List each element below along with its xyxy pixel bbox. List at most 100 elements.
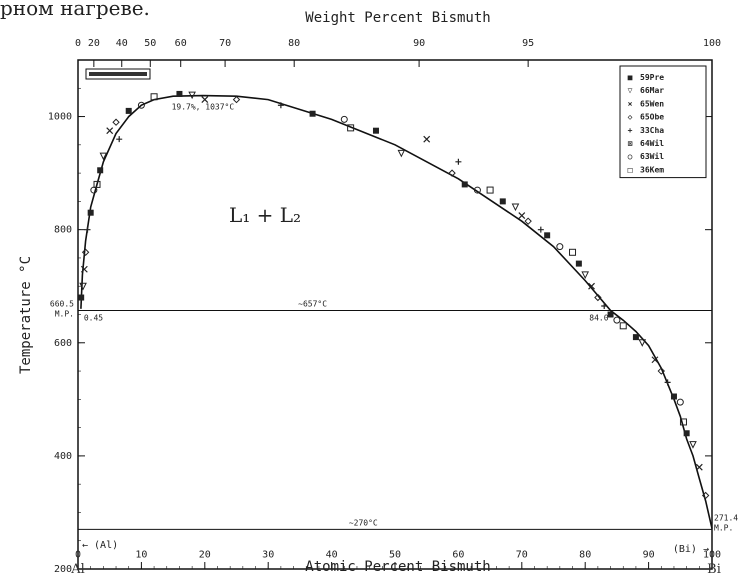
data-point [461, 181, 468, 188]
legend-symbol: ■ [628, 73, 633, 82]
data-point [607, 311, 614, 318]
al-mp-value: 660.5 [50, 300, 74, 309]
legend-symbol: □ [628, 165, 633, 174]
x-tick-label: 100 [703, 550, 721, 561]
data-point [657, 367, 665, 375]
data-point [594, 293, 602, 302]
annotations: ~657°C 0.45 84.0 ~270°C 19.7%, 1037°C 660.5 M.… [50, 68, 738, 533]
bi-mp-value: 271.4 [714, 514, 738, 523]
data-point [188, 91, 196, 100]
legend: ■ 59Pre ▽ 66Mar × 65Wen ◇ 65Obe + 33Cha ⊠ 64Wil ○ 63W… [619, 65, 707, 179]
liquidus-curve [80, 94, 713, 529]
y-tick-label: 1000 [48, 112, 72, 123]
bi-end-label: Bi [707, 562, 721, 576]
data-point [651, 356, 659, 364]
data-point [473, 186, 481, 194]
top-tick-label: 40 [116, 38, 128, 49]
legend-box [619, 65, 707, 179]
data-point [277, 102, 284, 109]
top-tick-label: 80 [288, 38, 300, 49]
corner-tag-fill [89, 72, 147, 76]
bi-mp-sub: M.P. [714, 524, 733, 533]
data-point [619, 322, 627, 330]
y-tick-label: 200 [54, 564, 72, 575]
data-point [106, 127, 114, 135]
legend-symbol: ⊠ [628, 139, 633, 148]
data-point [569, 248, 577, 256]
data-point [499, 198, 506, 205]
data-point [524, 217, 532, 225]
data-point [81, 248, 90, 256]
corner-tag-box [85, 68, 151, 80]
data-point [575, 260, 582, 267]
data-point [340, 115, 348, 123]
region-label-l1-l2: L₁ + L₂ [229, 203, 301, 227]
data-point [518, 212, 526, 219]
top-axis-ticks: 0 20 40 50 60 70 80 90 95 100 [75, 38, 721, 67]
x-tick-label: 90 [643, 550, 655, 561]
data-point [664, 379, 671, 386]
data-point [347, 124, 355, 132]
data-point [486, 186, 494, 194]
data-point [80, 265, 88, 273]
data-point [695, 463, 703, 471]
phase-right-label: (Bi) → [673, 544, 709, 555]
data-point [397, 149, 406, 158]
legend-symbol: × [628, 99, 633, 108]
liquidus-curve-group [80, 94, 713, 529]
data-point [676, 398, 684, 406]
y-tick-label: 600 [54, 338, 72, 349]
monotectic-right-comp: 84.0 [589, 314, 608, 323]
data-point [632, 334, 639, 341]
eutectic-temp-label: ~270°C [349, 518, 378, 527]
top-tick-label: 95 [522, 38, 534, 49]
data-point [372, 127, 379, 134]
legend-symbol: ◇ [628, 113, 633, 122]
top-tick-label: 0 [75, 38, 81, 49]
top-tick-label: 60 [175, 38, 187, 49]
data-point [99, 152, 108, 161]
y-axis-title: Temperature °C [18, 256, 34, 374]
legend-label: 65Wen [640, 99, 664, 108]
data-point [78, 294, 85, 301]
data-point [116, 136, 123, 143]
data-point [638, 339, 647, 347]
data-point [556, 243, 564, 251]
legend-label: 33Cha [640, 126, 664, 135]
legend-symbol: ▽ [628, 86, 633, 95]
data-point [544, 232, 551, 239]
legend-label: 36Kem [640, 165, 664, 174]
data-point [137, 101, 145, 109]
data-point [150, 93, 158, 101]
bottom-axis-ticks: 0 10 20 30 40 50 60 70 80 90 100 [75, 550, 721, 569]
data-point [176, 90, 183, 97]
reaction-lines [78, 310, 712, 530]
legend-symbol: ○ [628, 152, 633, 161]
data-points [78, 90, 710, 500]
monotectic-left-comp: 0.45 [84, 314, 103, 323]
x-tick-label: 40 [326, 550, 338, 561]
legend-label: 63Wil [640, 151, 664, 161]
top-tick-label: 70 [219, 38, 231, 49]
data-point [581, 271, 590, 280]
x-tick-label: 10 [135, 550, 147, 561]
monotectic-temp-label: ~657°C [298, 300, 327, 309]
data-point [679, 418, 687, 426]
data-point [689, 441, 697, 449]
bottom-axis-title: Atomic Percent Bismuth [305, 559, 490, 575]
top-axis-title: Weight Percent Bismuth [305, 10, 490, 26]
data-point [93, 180, 101, 188]
x-tick-label: 60 [452, 550, 464, 561]
y-tick-label: 800 [54, 225, 72, 236]
data-point [613, 316, 621, 324]
legend-label: 64Wil [640, 138, 664, 148]
top-tick-label: 100 [703, 38, 721, 49]
critical-point-label: 19.7%, 1037°C [172, 103, 235, 112]
data-point [79, 282, 87, 291]
data-point [423, 135, 431, 143]
data-point [201, 96, 209, 104]
al-end-label: Al [70, 562, 85, 576]
data-point [455, 158, 462, 165]
